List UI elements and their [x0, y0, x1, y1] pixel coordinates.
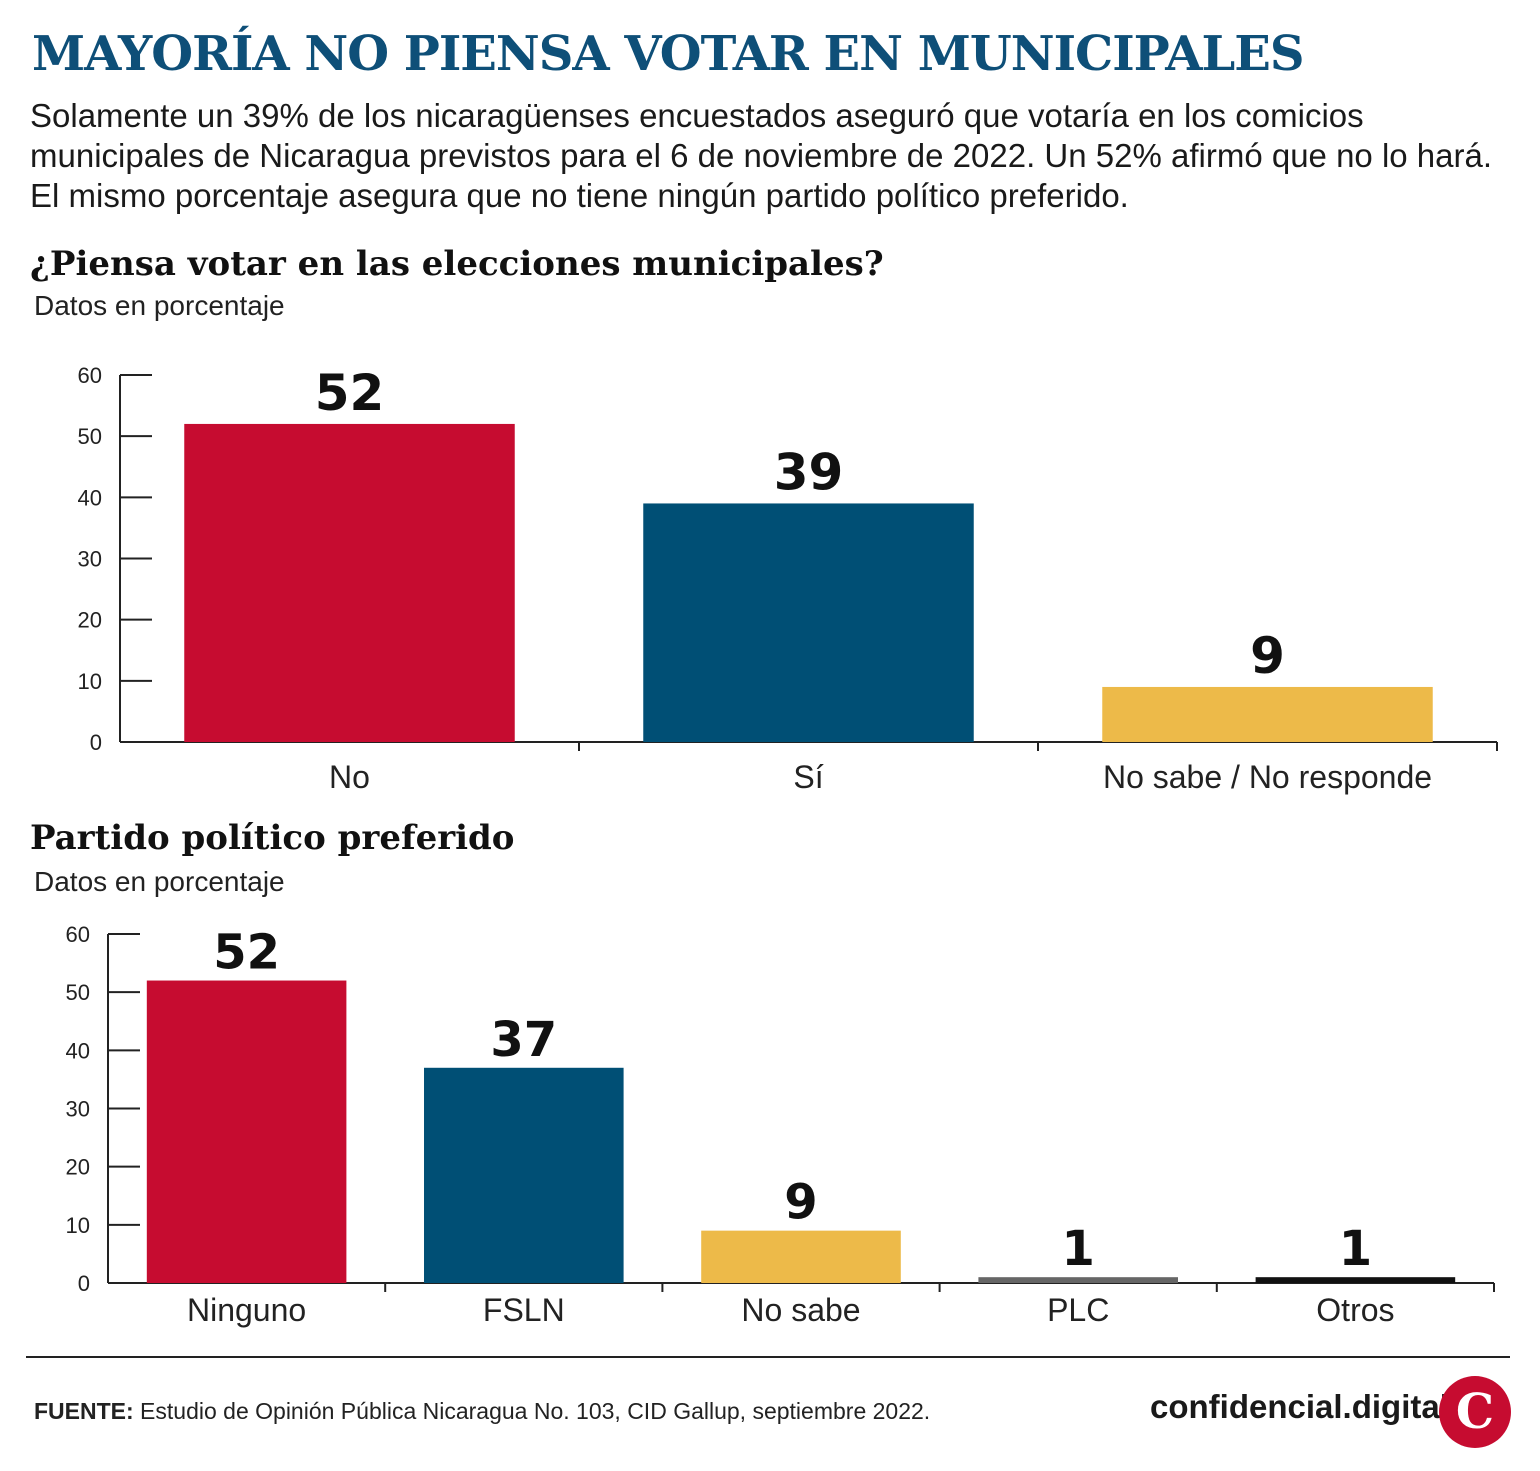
y-tick-label: 50: [78, 424, 102, 449]
data-label: 52: [315, 364, 385, 422]
y-tick-label: 20: [78, 608, 102, 633]
source-note: FUENTE: Estudio de Opinión Pública Nicar…: [34, 1398, 930, 1425]
y-tick-label: 50: [66, 980, 90, 1005]
bar: [978, 1277, 1178, 1283]
bar: [1255, 1277, 1456, 1283]
bar: [146, 980, 347, 1283]
y-tick-label: 40: [66, 1038, 90, 1063]
category-label: FSLN: [483, 1292, 565, 1328]
chart2-subtitle: Datos en porcentaje: [34, 866, 285, 897]
bar: [424, 1067, 624, 1283]
data-label: 37: [490, 1012, 557, 1068]
category-label: No sabe / No responde: [1103, 759, 1432, 795]
category-label: Sí: [793, 759, 823, 795]
y-tick-label: 30: [66, 1097, 90, 1122]
category-label: No: [329, 759, 370, 795]
chart2-title: Partido político preferido: [30, 818, 515, 858]
vote-intention-bar-chart: 0 10 20 30 40 50 60 52 No 39 Sí 9 No sabe / No respo…: [78, 363, 1498, 795]
category-label: Otros: [1316, 1292, 1394, 1328]
logo-letter: C: [1456, 1384, 1494, 1440]
data-label: 39: [774, 443, 844, 501]
y-tick-label: 60: [66, 922, 90, 947]
y-tick-label: 30: [78, 547, 102, 572]
source-label: FUENTE:: [34, 1398, 134, 1424]
data-label: 1: [1061, 1221, 1094, 1277]
page-title: MAYORÍA NO PIENSA VOTAR EN MUNICIPALES: [32, 26, 1305, 82]
bar: [701, 1230, 901, 1283]
bar: [184, 423, 515, 742]
intro-text: Solamente un 39% de los nicaragüenses en…: [30, 97, 1493, 214]
y-tick-label: 0: [90, 730, 102, 755]
y-tick-label: 60: [78, 363, 102, 388]
y-tick-label: 0: [78, 1271, 90, 1296]
source-text: Estudio de Opinión Pública Nicaragua No.…: [133, 1398, 931, 1424]
footer-divider: [26, 1356, 1510, 1358]
chart1-title: ¿Piensa votar en las elecciones municipa…: [30, 244, 884, 284]
category-label: No sabe: [741, 1292, 860, 1328]
bar: [643, 503, 974, 742]
y-tick-label: 20: [66, 1155, 90, 1180]
confidencial-logo-icon: C: [1439, 1376, 1511, 1448]
party-preference-bar-chart: 0 10 20 30 40 50 60 52 Ninguno 37 FSLN 9 No sabe 1 PLC…: [66, 922, 1495, 1328]
data-label: 9: [1250, 627, 1285, 685]
y-tick-label: 10: [66, 1213, 90, 1238]
chart1-subtitle: Datos en porcentaje: [34, 290, 285, 321]
y-tick-label: 40: [78, 485, 102, 510]
data-label: 1: [1339, 1221, 1372, 1277]
data-label: 52: [213, 925, 280, 981]
y-tick-label: 10: [78, 669, 102, 694]
bar: [1102, 686, 1433, 742]
category-label: PLC: [1047, 1292, 1109, 1328]
data-label: 9: [784, 1175, 817, 1231]
brand-name: confidencial.digital: [1150, 1388, 1449, 1425]
category-label: Ninguno: [187, 1292, 306, 1328]
